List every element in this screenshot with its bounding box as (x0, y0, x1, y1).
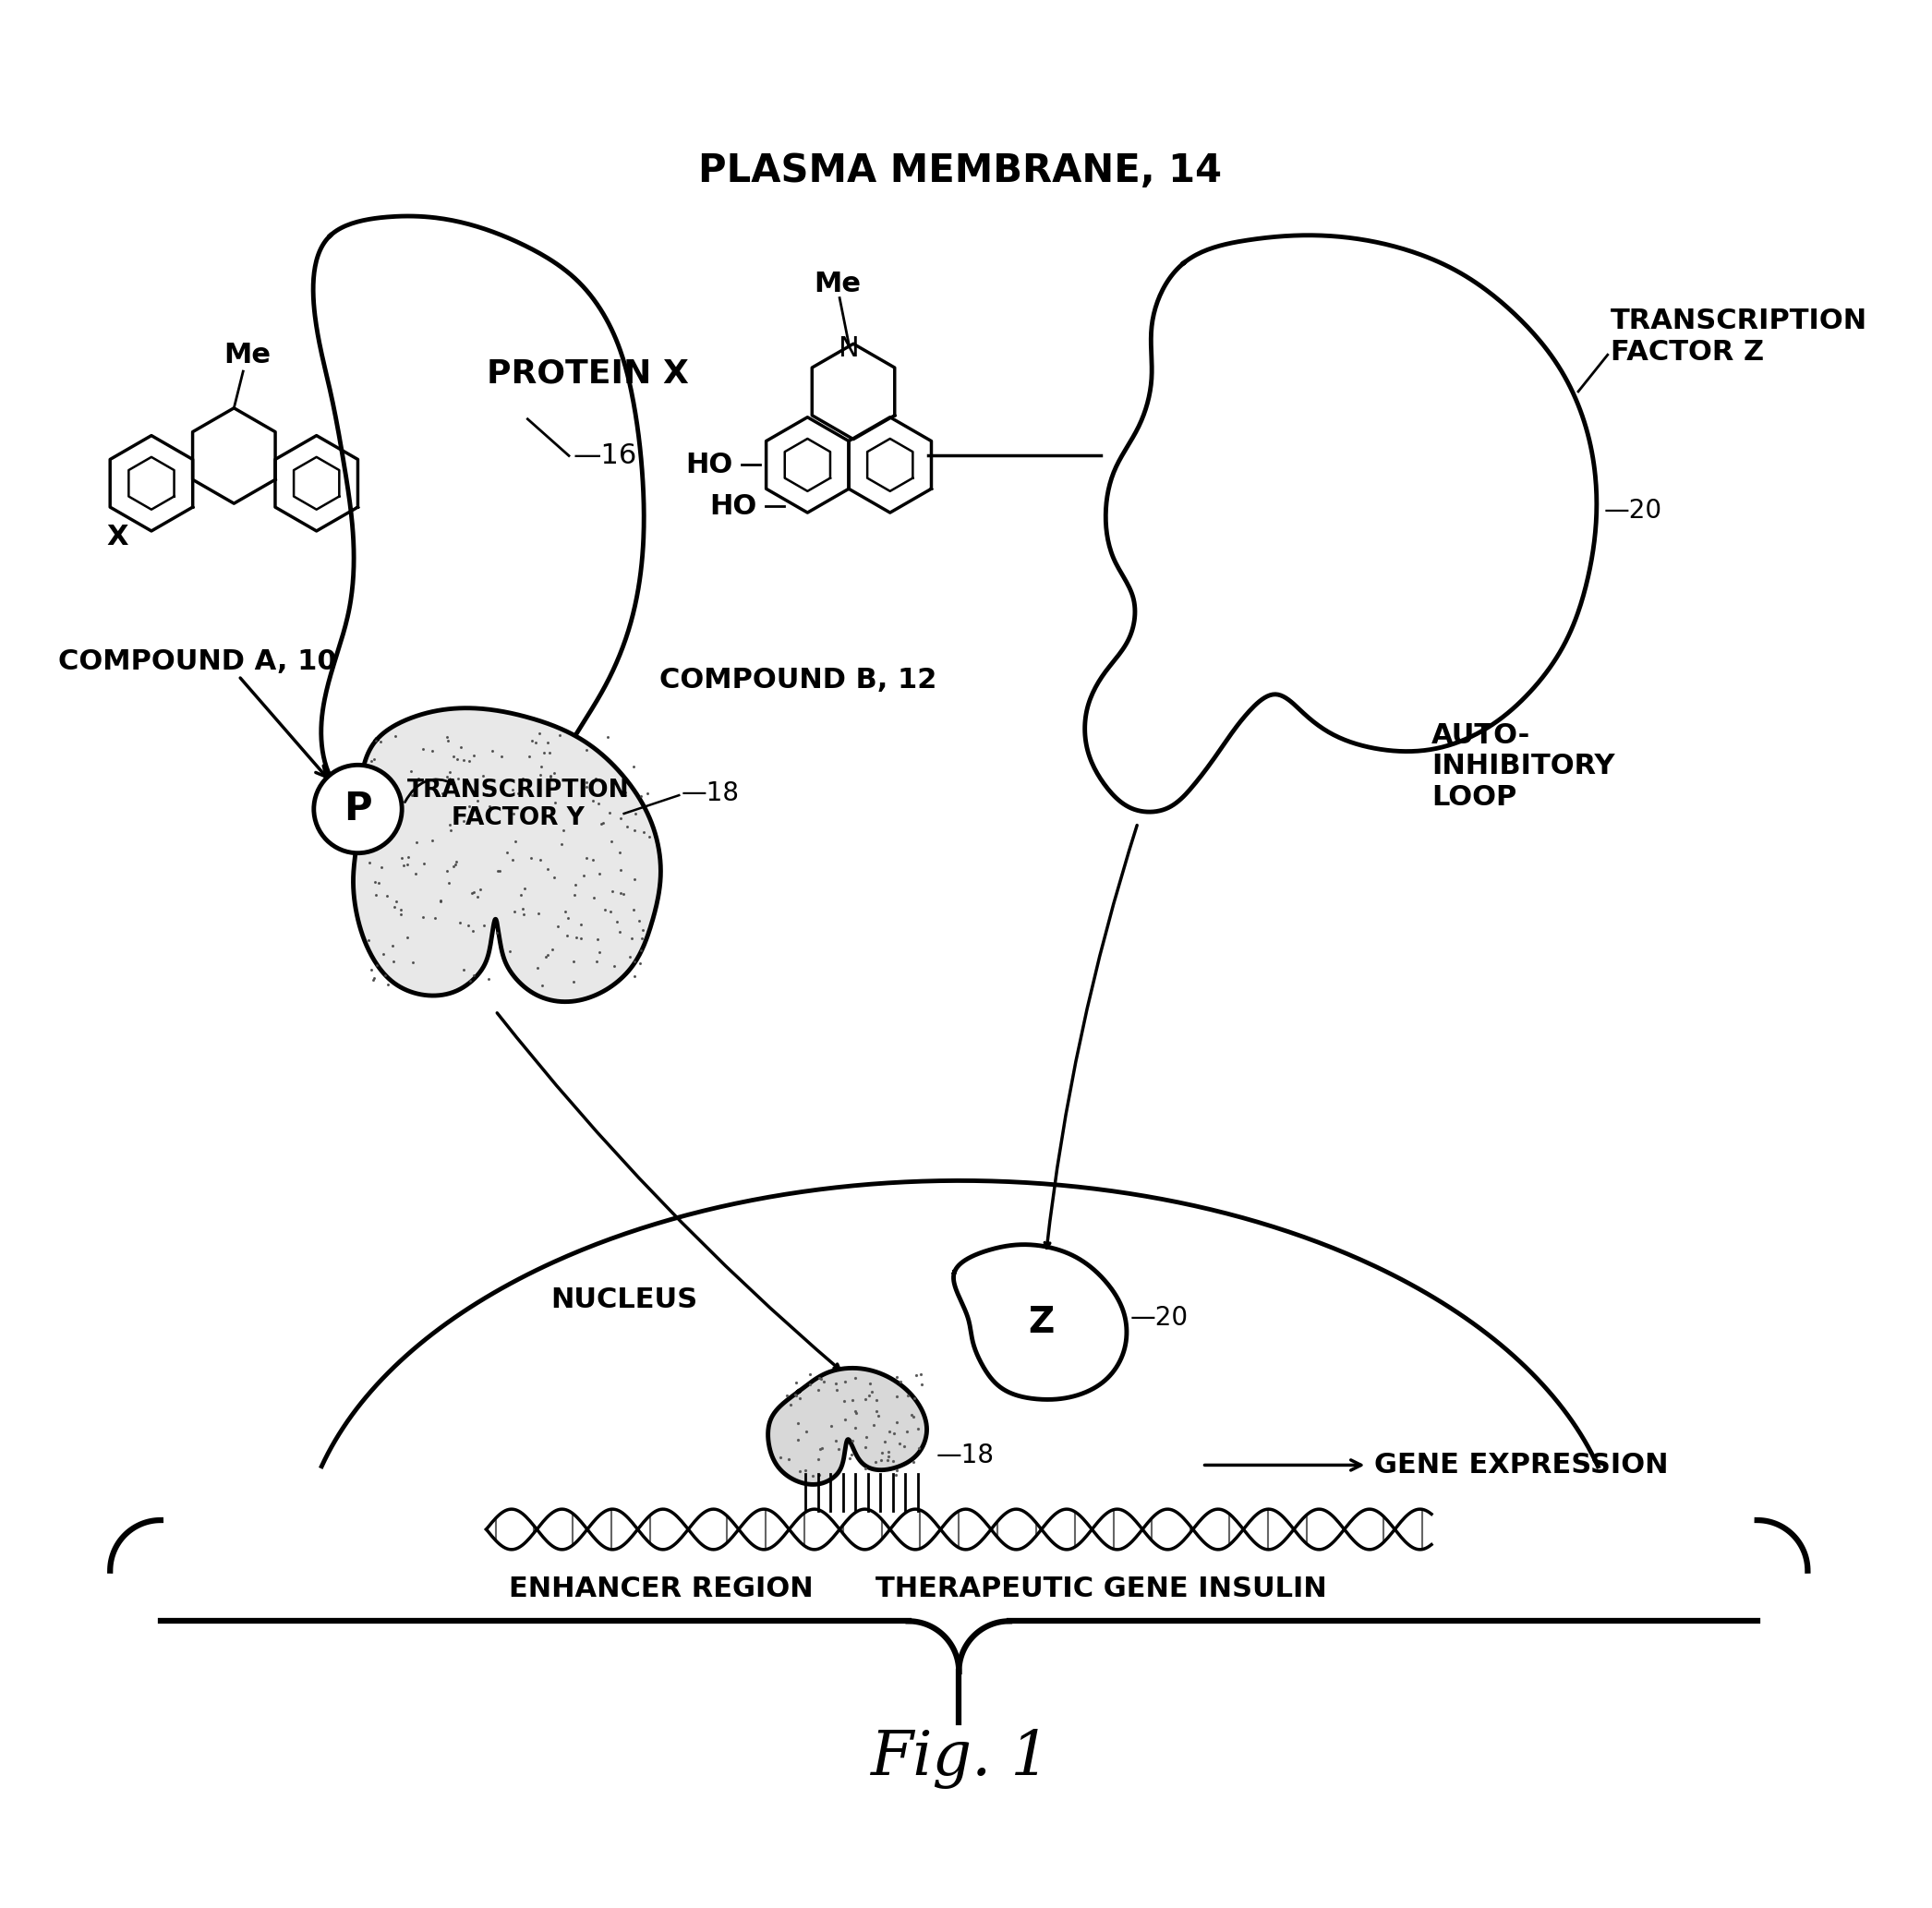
Text: HO: HO (709, 492, 757, 519)
Text: COMPOUND A, 10: COMPOUND A, 10 (58, 649, 336, 675)
Text: N: N (838, 336, 860, 363)
Polygon shape (321, 1181, 1598, 1465)
Text: AUTO-
INHIBITORY
LOOP: AUTO- INHIBITORY LOOP (1432, 721, 1615, 811)
Text: PROTEIN X: PROTEIN X (487, 357, 688, 389)
Text: —18: —18 (680, 780, 740, 807)
Text: Me: Me (224, 342, 270, 368)
Text: X: X (106, 525, 128, 551)
Circle shape (313, 765, 402, 853)
Text: THERAPEUTIC GENE INSULIN: THERAPEUTIC GENE INSULIN (875, 1576, 1327, 1603)
Text: HO: HO (686, 452, 732, 479)
Text: TRANSCRIPTION
FACTOR Z: TRANSCRIPTION FACTOR Z (1611, 307, 1866, 364)
Text: Z: Z (1028, 1305, 1055, 1341)
Text: P: P (344, 790, 373, 828)
Text: GENE EXPRESSION: GENE EXPRESSION (1374, 1452, 1669, 1479)
Text: TRANSCRIPTION
FACTOR Y: TRANSCRIPTION FACTOR Y (408, 778, 630, 830)
Polygon shape (769, 1368, 927, 1484)
Text: —20: —20 (1130, 1305, 1188, 1332)
Polygon shape (313, 216, 643, 878)
Polygon shape (354, 708, 661, 1002)
Text: COMPOUND B, 12: COMPOUND B, 12 (659, 666, 937, 695)
Text: —20: —20 (1604, 498, 1662, 523)
Text: ENHANCER REGION: ENHANCER REGION (508, 1576, 813, 1603)
Text: NUCLEUS: NUCLEUS (551, 1286, 697, 1313)
Text: —16: —16 (574, 443, 638, 469)
Text: PLASMA MEMBRANE, 14: PLASMA MEMBRANE, 14 (697, 153, 1221, 191)
Text: —18: —18 (935, 1442, 995, 1469)
Polygon shape (954, 1244, 1126, 1399)
Text: Me: Me (813, 271, 862, 298)
Text: Fig. 1: Fig. 1 (869, 1729, 1049, 1790)
Polygon shape (1086, 235, 1596, 813)
